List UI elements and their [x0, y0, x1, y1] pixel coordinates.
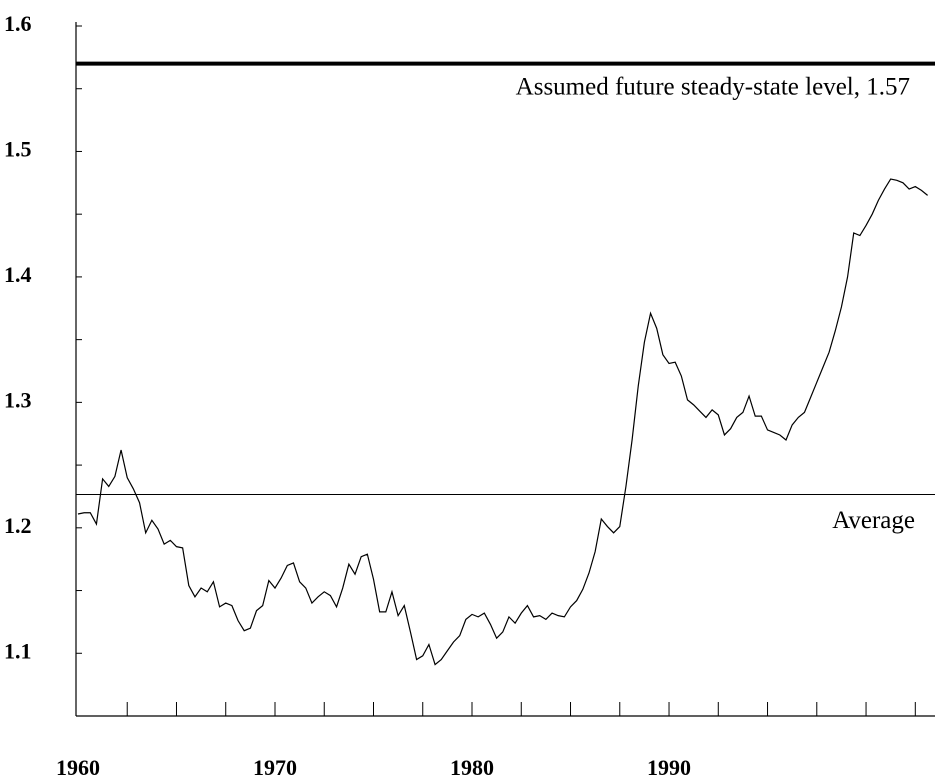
x-tick-label: 1990: [647, 755, 691, 780]
annotation: Assumed future steady-state level, 1.57: [516, 73, 910, 100]
x-tick-label: 1970: [253, 755, 297, 780]
y-tick-label: 1.2: [4, 513, 32, 538]
y-tick-label: 1.1: [4, 638, 32, 663]
annotation: Average: [832, 507, 915, 534]
data-line: [77, 178, 928, 666]
x-tick-label: 1980: [450, 755, 494, 780]
x-tick-label: 1960: [56, 755, 100, 780]
y-tick-label: 1.6: [4, 11, 32, 36]
y-tick-label: 1.3: [4, 387, 32, 412]
y-tick-label: 1.4: [4, 262, 32, 287]
y-tick-label: 1.5: [4, 137, 32, 162]
